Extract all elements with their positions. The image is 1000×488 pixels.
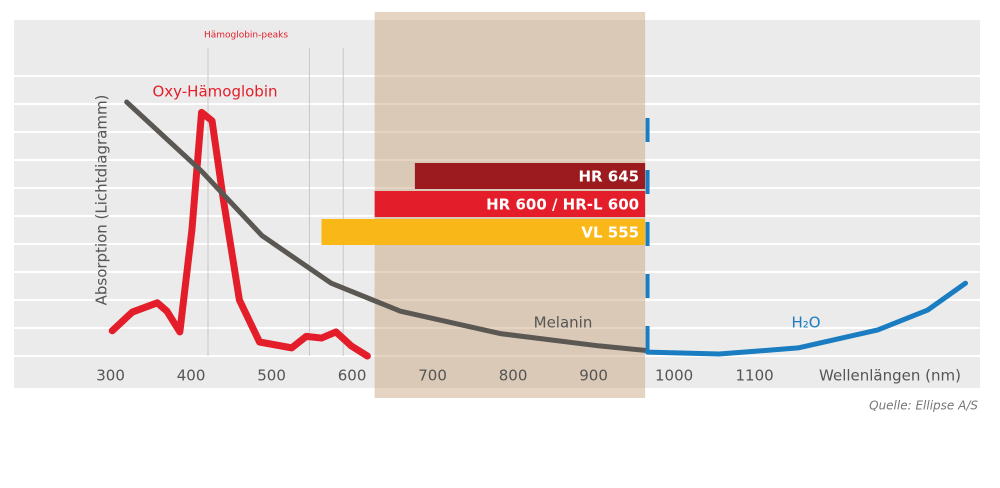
- bar-label: HR 645: [578, 168, 639, 186]
- series-line: [645, 280, 969, 357]
- x-axis-label: Wellenlängen (nm): [819, 367, 961, 385]
- source: Quelle: Ellipse A/S: [869, 399, 978, 413]
- x-tick-label: 900: [579, 367, 608, 385]
- series-label: Oxy-Hämoglobin: [152, 83, 277, 101]
- x-tick-label: 800: [499, 367, 528, 385]
- y-axis-label: Absorption (Lichtdiagramm): [93, 95, 111, 306]
- x-tick-label: 300: [96, 367, 125, 385]
- x-tick-label: 700: [418, 367, 447, 385]
- x-tick-label: 400: [177, 367, 206, 385]
- range-bar: [321, 219, 646, 245]
- series-line: [108, 108, 371, 360]
- x-tick-label: 600: [338, 367, 367, 385]
- peak-label: Hämoglobin-peaks: [204, 31, 288, 41]
- x-tick-label: 1000: [655, 367, 693, 385]
- series-line: [124, 99, 648, 353]
- series-label: H₂O: [791, 314, 820, 332]
- bar-label: HR 600 / HR-L 600: [486, 196, 639, 214]
- x-tick-label: 1100: [736, 367, 774, 385]
- range-bar: [374, 191, 646, 217]
- bar-label: VL 555: [581, 224, 639, 242]
- series-label: Melanin: [534, 314, 593, 332]
- x-tick-label: 500: [257, 367, 286, 385]
- range-bar: [414, 163, 646, 189]
